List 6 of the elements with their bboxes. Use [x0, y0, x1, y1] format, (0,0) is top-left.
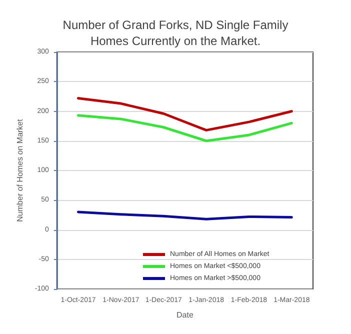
y-axis-title: Number of Homes on Market	[16, 118, 24, 222]
x-axis-title: Date	[176, 310, 194, 320]
line-series	[77, 114, 293, 142]
line-series	[77, 96, 293, 132]
chart-title: Number of Grand Forks, ND Single Family Homes Currently on the Market.	[62, 18, 288, 48]
line-series	[77, 210, 293, 220]
